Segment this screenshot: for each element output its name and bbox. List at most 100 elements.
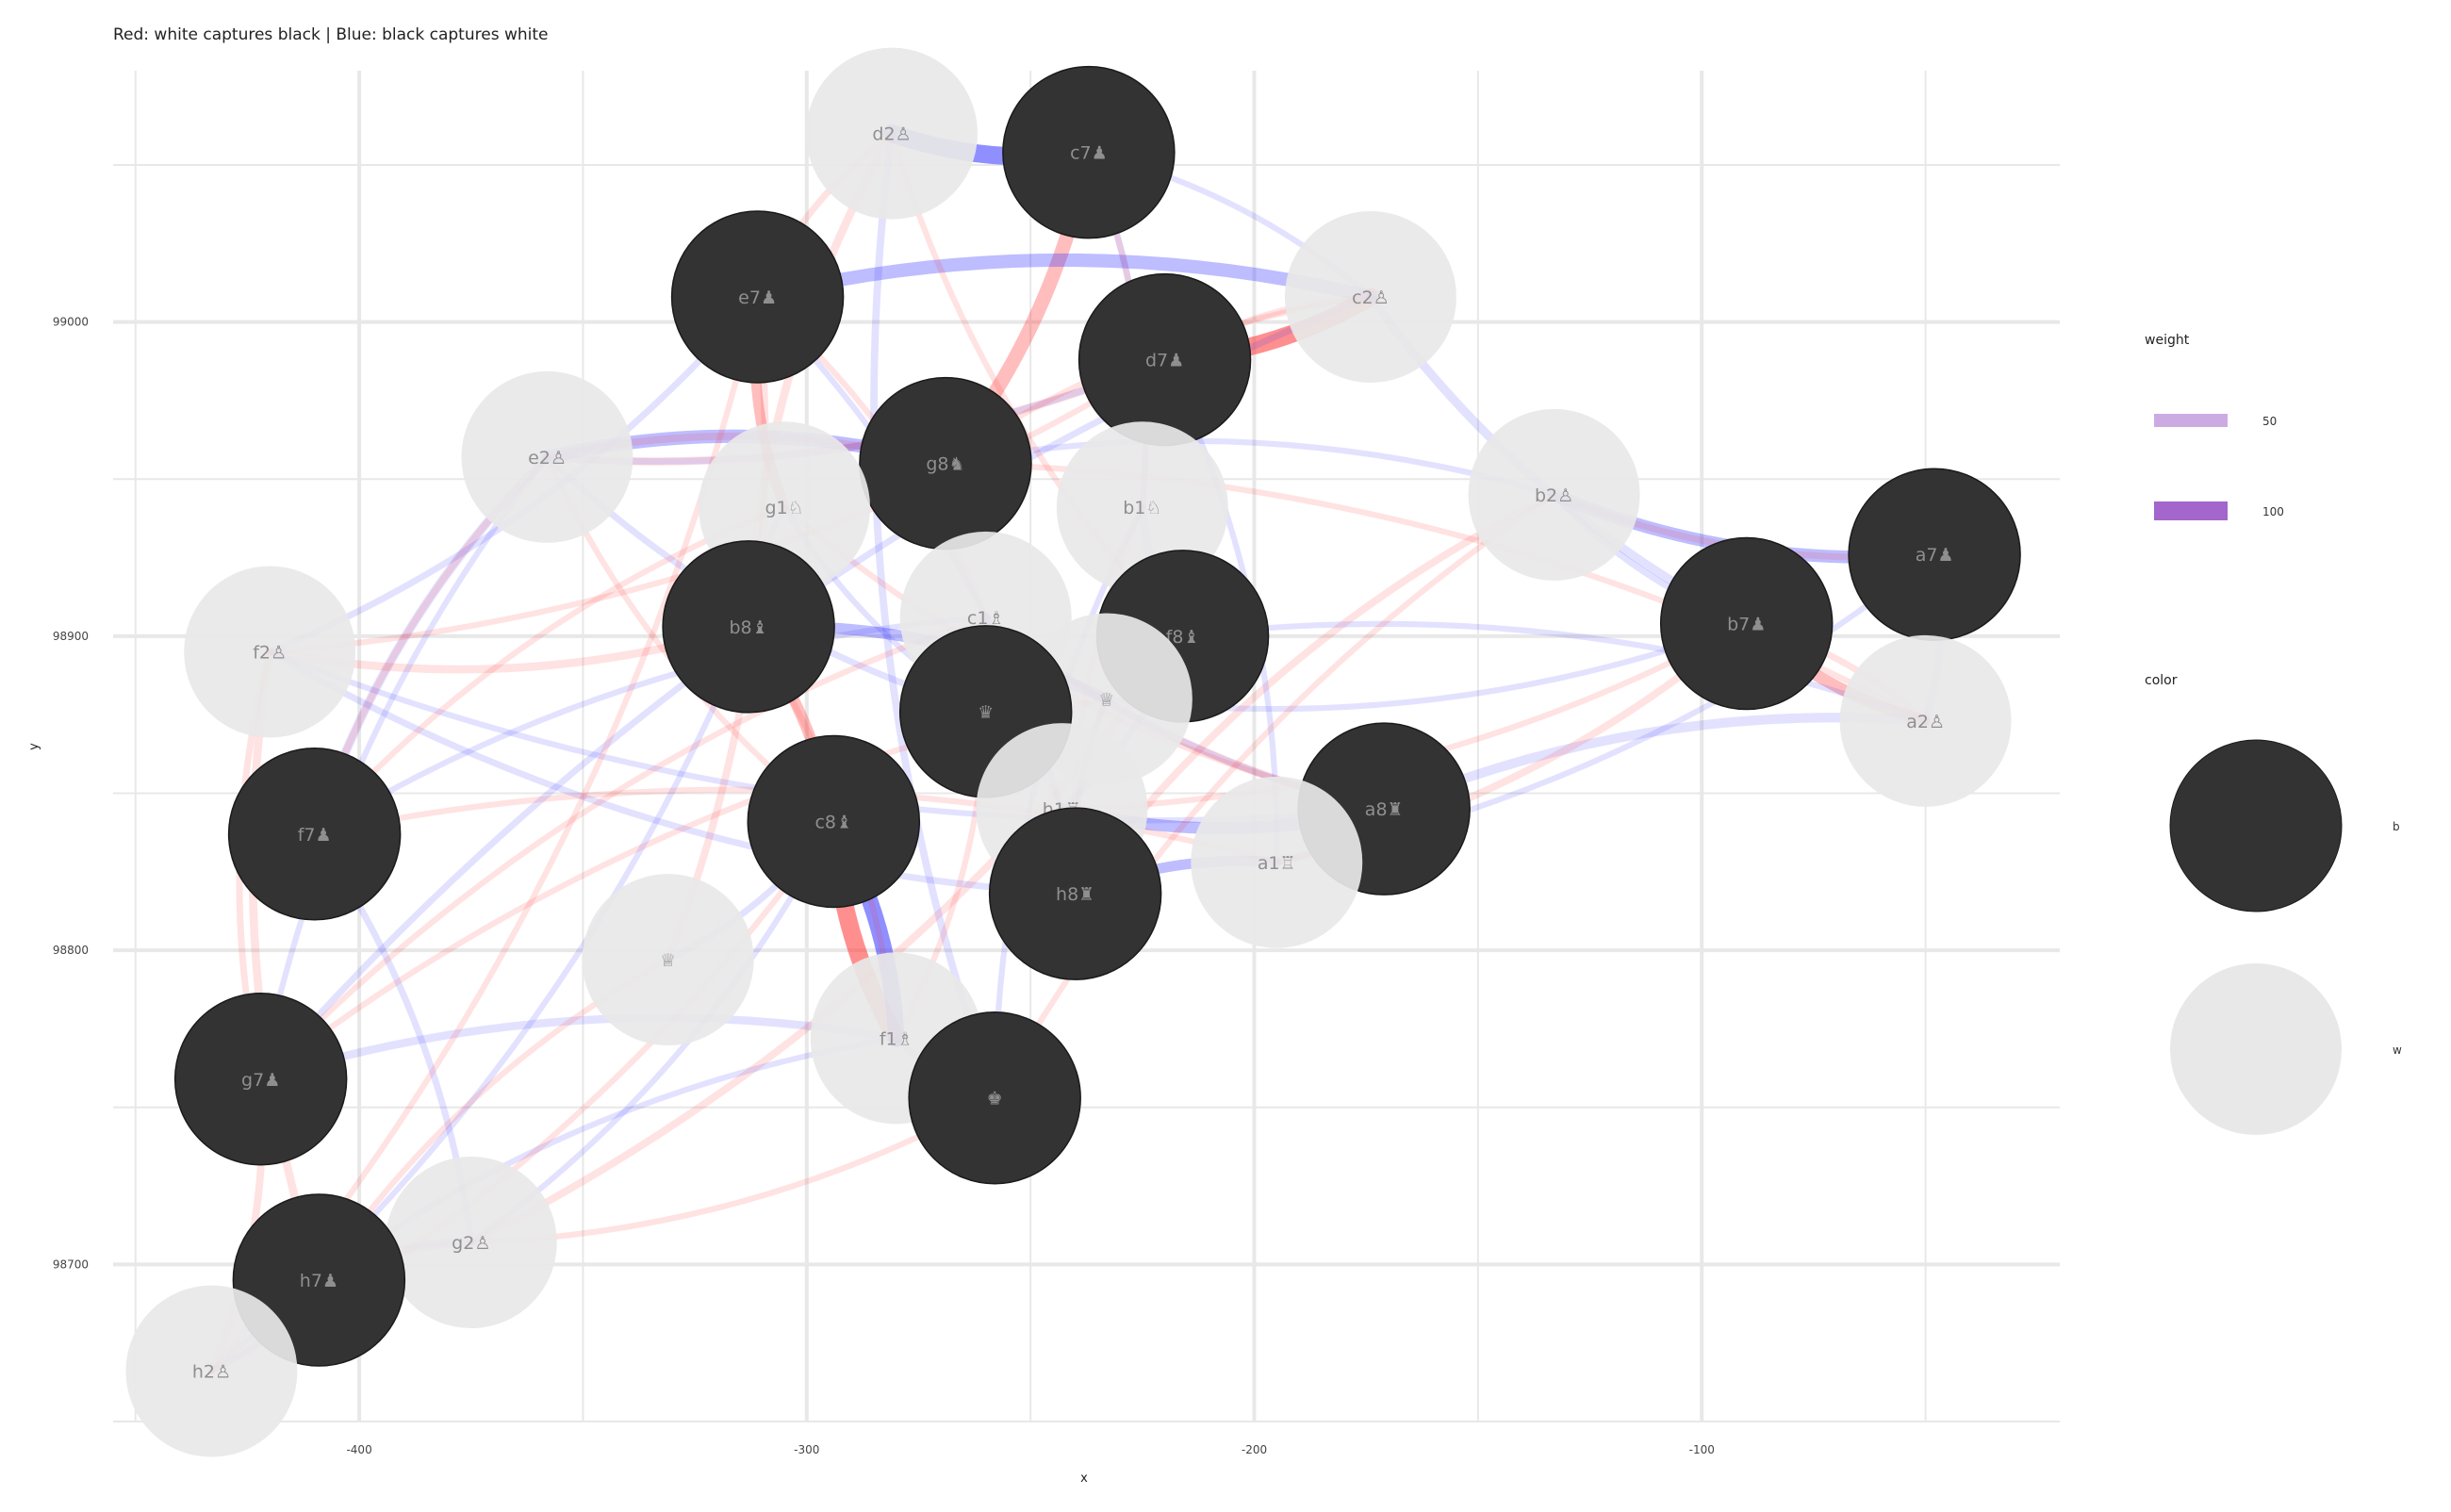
node-label: f2♙ [253,643,287,664]
y-axis-label: y [27,743,41,750]
capture-edge [1179,620,1929,724]
capture-edge [257,614,989,1082]
node-e7: e7♟ [670,210,845,384]
legend-weight-title: weight [2145,333,2190,348]
node-label: g7♟ [241,1070,280,1091]
node-circle [1191,776,1363,948]
y-tick-label: 98700 [53,1257,89,1271]
node-label: g1♘ [765,498,803,518]
node-b7: b7♟ [1659,536,1834,711]
node-c8: c8♝ [747,734,921,909]
node-label: d2♙ [872,124,911,145]
node-circle [173,993,348,1166]
node-label: a7♟ [1916,545,1954,566]
y-tick-label: 99000 [53,316,89,329]
node-label: c8♝ [814,812,852,832]
x-tick-label: -400 [346,1443,371,1456]
capture-edge [257,453,551,1082]
node-circle [662,540,835,714]
capture-edge [266,649,1079,897]
capture-edge [870,129,999,1102]
capture-edge [256,1013,901,1084]
legend-color-label: w [2393,1044,2402,1057]
node-circle [1284,210,1456,383]
capture-edge [750,253,1378,304]
node-a1: a1♖ [1191,776,1363,948]
node-circle [806,47,978,220]
node-label: d7♟ [1145,351,1184,371]
node-label: c1♗ [967,608,1005,629]
node-label: h7♟ [300,1271,338,1291]
node-label: a1♖ [1258,853,1296,874]
legend-weight-swatch [2154,501,2228,520]
node-circle [670,210,845,384]
node-circle [227,748,402,921]
node-d1q: ♕ [582,874,754,1046]
node-circle [1659,536,1834,711]
node-label: b7♟ [1727,615,1766,635]
chart-title: Red: white captures black | Blue: black … [113,25,548,44]
node-f2: f2♙ [184,566,356,738]
legend: weight 50 100 color b w [2145,333,2402,1135]
node-e8: ♚ [908,1011,1081,1185]
node-d2: d2♙ [806,47,978,220]
node-f7: f7♟ [227,748,402,921]
capture-edge [942,437,1557,498]
x-tick-label: -300 [794,1443,819,1456]
capture-edge [248,648,323,1285]
node-label: ♛ [978,702,994,723]
legend-color-swatch [2169,739,2343,912]
x-tick-label: -100 [1689,1443,1715,1456]
node-label: e7♟ [738,288,777,308]
capture-edge [992,491,1557,1101]
node-c7: c7♟ [1002,65,1176,239]
node-label: a8♜ [1365,799,1404,820]
y-tick-label: 98800 [53,944,89,957]
node-circle [1839,634,2012,807]
legend-color-label: b [2393,820,2400,833]
node-label: c7♟ [1070,143,1108,164]
node-label: ♚ [987,1089,1003,1109]
legend-color-title: color [2145,673,2178,688]
node-a7: a7♟ [1848,468,2021,641]
node-label: b1♘ [1123,498,1161,518]
node-label: b8♝ [729,617,767,638]
x-axis-label: x [1080,1471,1088,1486]
node-label: g2♙ [452,1233,490,1254]
legend-color-swatch [2170,963,2342,1135]
node-b8: b8♝ [662,540,835,714]
node-label: c2♙ [1352,288,1390,308]
node-label: f8♝ [1166,627,1200,648]
node-circle [184,566,356,738]
capture-edge [311,614,989,837]
legend-weight-label: 100 [2262,505,2284,518]
node-circle [385,1157,557,1329]
node-g7: g7♟ [173,993,348,1166]
node-h8: h8♜ [988,807,1162,980]
legend-weight-swatch [2154,414,2228,427]
node-circle [908,1011,1081,1185]
node-g8: g8♞ [859,376,1032,551]
node-label: f1♗ [880,1028,913,1049]
node-label: e2♙ [528,448,567,468]
node-circle [125,1285,298,1457]
node-label: ♕ [1098,690,1114,711]
node-circle [461,370,633,543]
node-g2: g2♙ [385,1157,557,1329]
node-label: h8♜ [1056,884,1094,905]
node-circle [1468,408,1640,581]
node-label: a2♙ [1906,712,1945,732]
node-circle [988,807,1162,980]
node-layer: d2♙ c7♟ c2♙ e7♟ d7♟ e2♙ g8♞ g1♘ b1♘ b2♙ a7♟ c1♗ b8♝ f… [125,47,2021,1457]
y-tick-label: 98900 [53,630,89,643]
node-c2: c2♙ [1284,210,1456,383]
node-circle [582,874,754,1046]
x-tick-label: -200 [1242,1443,1267,1456]
legend-weight-label: 50 [2262,415,2277,428]
node-e2: e2♙ [461,370,633,543]
node-label: f7♟ [298,825,332,846]
node-a2: a2♙ [1839,634,2012,807]
node-label: ♕ [660,950,676,971]
